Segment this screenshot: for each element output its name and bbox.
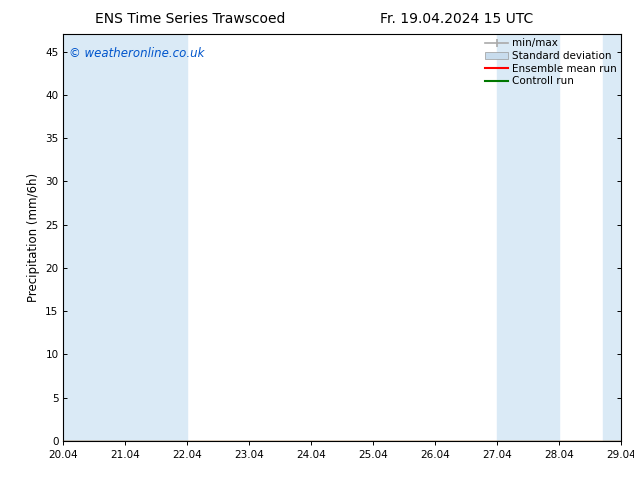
Text: ENS Time Series Trawscoed: ENS Time Series Trawscoed [95,12,285,26]
Legend: min/max, Standard deviation, Ensemble mean run, Controll run: min/max, Standard deviation, Ensemble me… [483,36,619,88]
Bar [603,34,621,441]
Y-axis label: Precipitation (mm/6h): Precipitation (mm/6h) [27,173,40,302]
Bar [63,34,188,441]
Text: Fr. 19.04.2024 15 UTC: Fr. 19.04.2024 15 UTC [380,12,533,26]
Bar [497,34,559,441]
Text: © weatheronline.co.uk: © weatheronline.co.uk [69,47,204,59]
